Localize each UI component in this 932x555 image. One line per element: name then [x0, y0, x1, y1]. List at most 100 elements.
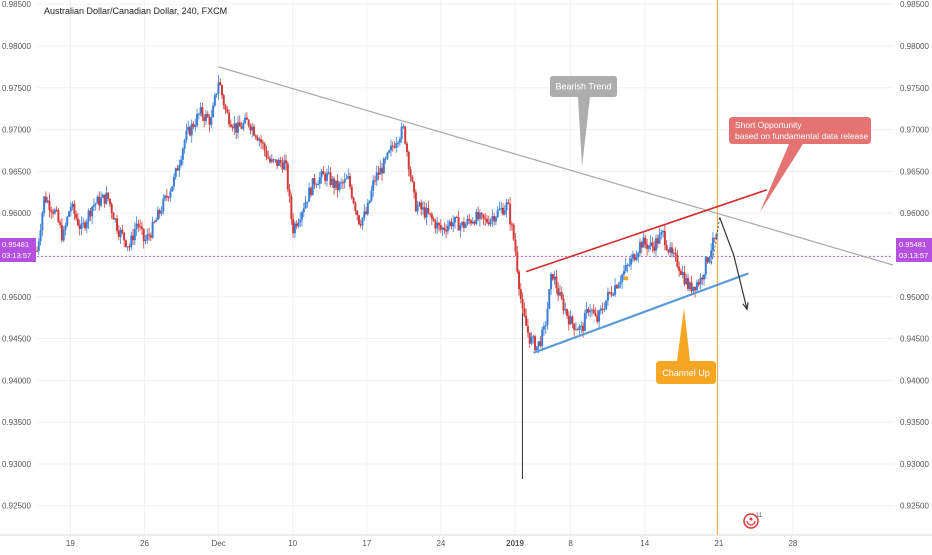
candle-body: [569, 316, 572, 325]
event-marker-circle: [743, 513, 759, 529]
candle-body: [649, 242, 652, 246]
y-axis-right: 0.98500 0.98000 0.97500 0.97000 0.96500 0.960…: [900, 0, 929, 511]
candle-body: [153, 221, 156, 223]
candle-body: [523, 308, 526, 316]
candle-body: [94, 203, 97, 205]
y-tick-label-left: 0.97500: [2, 84, 31, 93]
candle-body: [436, 222, 439, 229]
candle-body: [135, 223, 138, 230]
candle-body: [507, 202, 510, 204]
candle-body: [466, 218, 469, 224]
y-tick-label-right: 0.94500: [900, 335, 929, 344]
candle-body: [240, 126, 243, 129]
y-tick-label-right: 0.96000: [900, 209, 929, 218]
channel-resistance-line[interactable]: [525, 189, 768, 273]
candle-body: [329, 172, 332, 185]
candle-body: [149, 235, 152, 238]
bearish-trend-line[interactable]: [218, 66, 894, 266]
candle-body: [713, 237, 716, 239]
candle-body: [375, 172, 378, 181]
candle-body: [219, 82, 222, 86]
candle-body: [423, 207, 426, 218]
candle-body: [60, 225, 63, 241]
candle-body: [220, 85, 223, 96]
candle-body: [52, 211, 55, 214]
candle-body: [546, 308, 549, 326]
candle-body: [599, 308, 602, 311]
price-badge-left-price: 0.95481: [2, 240, 29, 249]
economic-event-marker[interactable]: 11: [743, 513, 763, 529]
candle-body: [137, 223, 140, 227]
forecast-up-path[interactable]: [710, 217, 721, 264]
candle-body: [96, 196, 99, 204]
candle-body: [532, 336, 535, 338]
candle-body: [299, 219, 302, 223]
candle-body: [233, 123, 236, 129]
candle-body: [603, 309, 606, 311]
candle-body: [365, 211, 368, 214]
candle-body: [263, 143, 266, 151]
candle-body: [254, 135, 257, 138]
candle-body: [311, 178, 314, 196]
candle-body: [555, 276, 558, 289]
channel-support-line[interactable]: [533, 272, 749, 354]
candle-body: [608, 291, 611, 293]
y-tick-label-right: 0.93500: [900, 418, 929, 427]
short-opportunity-callout[interactable]: Short Opportunity based on fundamental d…: [729, 117, 871, 212]
bearish-trend-callout[interactable]: Bearish Trend: [550, 76, 617, 167]
channel-up-callout[interactable]: Channel Up: [656, 308, 716, 384]
candle-body: [393, 146, 396, 148]
x-tick-label: 2019: [506, 539, 524, 548]
candle-body: [50, 210, 53, 212]
bearish-trend-bubble: [550, 76, 617, 167]
y-tick-label-left: 0.97000: [2, 126, 31, 135]
candle-body: [37, 241, 40, 251]
candle-body: [610, 292, 613, 296]
candle-body: [606, 291, 609, 301]
candle-body: [69, 206, 72, 212]
candle-body: [619, 281, 622, 285]
candle-body: [222, 95, 225, 106]
y-tick-label-left: 0.94000: [2, 376, 31, 385]
candle-body: [437, 222, 440, 226]
candle-body: [267, 157, 270, 159]
candle-body: [558, 292, 561, 296]
candle-body: [706, 257, 709, 263]
candle-body: [407, 151, 410, 170]
candle-body: [226, 109, 229, 113]
x-tick-label: 17: [362, 539, 371, 548]
candle-body: [317, 184, 320, 186]
candle-body: [357, 215, 360, 225]
candle-body: [334, 180, 337, 188]
candle-body: [384, 158, 387, 160]
candle-body: [108, 198, 111, 205]
candle-body: [338, 182, 341, 191]
candle-body: [526, 325, 529, 333]
y-tick-label-right: 0.97000: [900, 126, 929, 135]
candle-body: [75, 213, 78, 219]
candle-body: [178, 165, 181, 171]
forecast-down-path[interactable]: [719, 217, 748, 310]
event-marker-dot: [749, 517, 753, 521]
candle-body: [681, 272, 684, 275]
candle-body: [487, 222, 490, 225]
candle-body: [414, 192, 417, 212]
candle-body: [48, 200, 51, 211]
candle-body: [683, 272, 686, 285]
candle-body: [542, 326, 545, 330]
candle-body: [123, 232, 126, 241]
candle-body: [421, 207, 424, 210]
candle-body: [601, 308, 604, 310]
candle-body: [190, 123, 193, 136]
candle-body: [468, 218, 471, 221]
candle-body: [642, 237, 645, 248]
candle-body: [514, 239, 517, 252]
candle-body: [315, 184, 318, 186]
candle-body: [578, 326, 581, 330]
candle-body: [62, 229, 65, 241]
candle-body: [560, 292, 563, 299]
candle-body: [418, 202, 421, 206]
candle-body: [288, 189, 291, 197]
